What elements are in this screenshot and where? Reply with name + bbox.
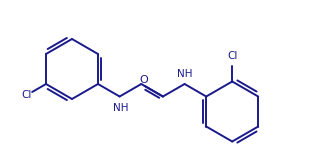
- Text: NH: NH: [113, 102, 128, 112]
- Text: O: O: [139, 75, 148, 85]
- Text: Cl: Cl: [227, 51, 238, 61]
- Text: Cl: Cl: [21, 90, 31, 100]
- Text: NH: NH: [177, 69, 192, 79]
